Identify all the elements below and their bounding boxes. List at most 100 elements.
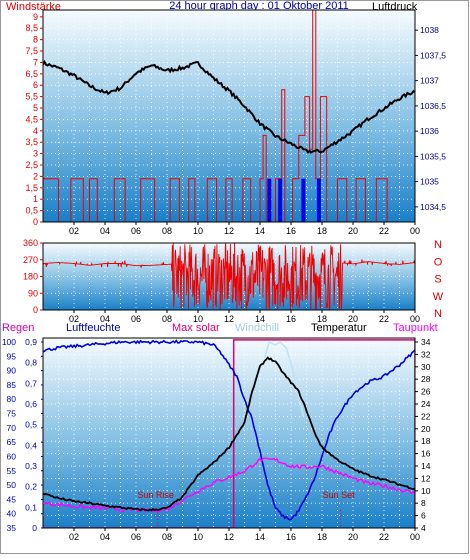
compass-label: S — [434, 274, 441, 286]
humidity-line — [43, 339, 415, 521]
temperature-y-tick-label: 4 — [421, 523, 426, 533]
direction-panel-plot — [43, 243, 415, 310]
wind-y-tick-label: 8,5 — [25, 23, 38, 33]
pressure-y-tick-label: 1038 — [420, 25, 439, 35]
x-tick-label: 08 — [162, 226, 172, 236]
temperature-y-tick-label: 20 — [421, 424, 431, 434]
humidity-panel — [43, 338, 415, 528]
x-tick-label: 20 — [348, 314, 358, 324]
humidity-y-tick-label: 35 — [7, 523, 17, 533]
rain-y-tick-label: 0,3 — [25, 461, 37, 471]
x-tick-label: 00 — [410, 532, 420, 542]
wind-panel-plot — [43, 10, 415, 222]
x-tick-label: 16 — [286, 314, 296, 324]
chart-title: 24 hour graph day : 01 Oktober 2011 — [169, 0, 349, 12]
humidity-y-tick-label: 50 — [7, 480, 17, 490]
wind-y-tick-label: 2,5 — [25, 160, 38, 170]
direction-y-tick-label: 0 — [33, 305, 38, 315]
rain-y-tick-label: 0,6 — [25, 399, 37, 409]
wind-panel-axes: 00,5 11,5 22,53 3,54 4,555,5 66,5 77,58 8,59 103… — [25, 9, 446, 236]
pressure-y-tick-label: 1034,5 — [420, 202, 446, 212]
wind-y-tick-label: 6,5 — [25, 69, 38, 79]
wind-direction-line — [43, 243, 415, 310]
rain-axis-title: Regen — [2, 322, 34, 334]
compass-label: N — [434, 308, 442, 320]
humidity-y-tick-label: 75 — [7, 409, 17, 419]
pressure-y-tick-label: 1035 — [420, 177, 439, 187]
x-tick-label: 16 — [286, 226, 296, 236]
wind-gust-bar — [278, 178, 283, 222]
rain-y-tick-label: 0,2 — [25, 482, 37, 492]
temperature-y-tick-label: 24 — [421, 399, 431, 409]
rain-y-tick-label: 0,1 — [25, 502, 37, 512]
pressure-y-tick-label: 1037,5 — [420, 50, 446, 60]
x-tick-label: 04 — [100, 314, 110, 324]
x-tick-label: 06 — [131, 532, 141, 542]
humidity-y-tick-label: 70 — [7, 423, 17, 433]
temperature-y-tick-label: 8 — [421, 498, 426, 508]
x-tick-label: 18 — [317, 226, 327, 236]
wind-y-tick-label: 3,5 — [25, 137, 38, 147]
direction-y-tick-label: 180 — [23, 272, 38, 282]
wind-y-tick-label: 1 — [33, 194, 38, 204]
pressure-y-tick-label: 1035,5 — [420, 151, 446, 161]
temperature-y-tick-label: 22 — [421, 411, 431, 421]
x-tick-label: 08 — [162, 314, 172, 324]
humidity-panel-plot: Sun Rise Sun Set — [43, 339, 415, 528]
x-tick-label: 08 — [162, 532, 172, 542]
wind-gust-bar — [316, 178, 321, 222]
pressure-y-tick-label: 1036 — [420, 126, 439, 136]
wind-y-tick-label: 6 — [33, 80, 38, 90]
temperature-y-tick-label: 16 — [421, 449, 431, 459]
temperature-y-tick-label: 34 — [421, 337, 431, 347]
temperature-y-tick-label: 32 — [421, 349, 431, 359]
temperature-line — [43, 356, 415, 512]
wind-gust-bar — [267, 178, 272, 222]
temperature-y-tick-label: 28 — [421, 374, 431, 384]
temperature-y-tick-label: 30 — [421, 362, 431, 372]
temperature-y-tick-label: 10 — [421, 486, 431, 496]
x-tick-label: 10 — [193, 532, 203, 542]
direction-y-tick-label: 360 — [23, 238, 38, 248]
humidity-panel-axes: 00,10,20,30,40,50,60,70,80,9354045505560… — [2, 337, 431, 542]
humidity-y-tick-label: 40 — [7, 509, 17, 519]
x-tick-label: 22 — [379, 314, 389, 324]
humidity-y-tick-label: 65 — [7, 437, 17, 447]
x-tick-label: 22 — [379, 226, 389, 236]
direction-y-tick-label: 90 — [28, 288, 38, 298]
humidity-y-tick-label: 80 — [7, 394, 17, 404]
humidity-y-tick-label: 55 — [7, 466, 17, 476]
pressure-y-tick-label: 1036,5 — [420, 101, 446, 111]
x-tick-label: 02 — [69, 226, 79, 236]
temperature-y-tick-label: 26 — [421, 387, 431, 397]
x-tick-label: 20 — [348, 226, 358, 236]
rain-y-tick-label: 0 — [32, 523, 37, 533]
x-tick-label: 14 — [255, 532, 265, 542]
sun-annotation: Sun Rise — [137, 490, 174, 500]
x-tick-label: 00 — [410, 314, 420, 324]
dewpoint-legend: Taupunkt — [393, 322, 438, 334]
x-tick-label: 12 — [224, 532, 234, 542]
rain-y-tick-label: 0,7 — [25, 378, 37, 388]
x-tick-label: 22 — [379, 532, 389, 542]
x-tick-label: 00 — [410, 226, 420, 236]
x-tick-label: 02 — [69, 314, 79, 324]
temperature-y-tick-label: 6 — [421, 511, 426, 521]
x-tick-label: 12 — [224, 226, 234, 236]
humidity-y-tick-label: 85 — [7, 380, 17, 390]
wind-y-tick-label: 5,5 — [25, 92, 38, 102]
wind-speed-line — [43, 10, 415, 222]
wind-y-tick-label: 7 — [33, 57, 38, 67]
windchill-line — [263, 340, 305, 417]
x-tick-label: 14 — [255, 226, 265, 236]
solar-legend: Max solar — [172, 322, 220, 334]
x-tick-label: 06 — [131, 226, 141, 236]
dewpoint-line — [43, 457, 415, 513]
compass-label: O — [434, 256, 443, 268]
compass-label: W — [433, 291, 444, 303]
wind-y-tick-label: 5 — [33, 103, 38, 113]
x-tick-label: 18 — [317, 314, 327, 324]
x-tick-label: 20 — [348, 532, 358, 542]
x-tick-label: 18 — [317, 532, 327, 542]
wind-y-tick-label: 8 — [33, 35, 38, 45]
